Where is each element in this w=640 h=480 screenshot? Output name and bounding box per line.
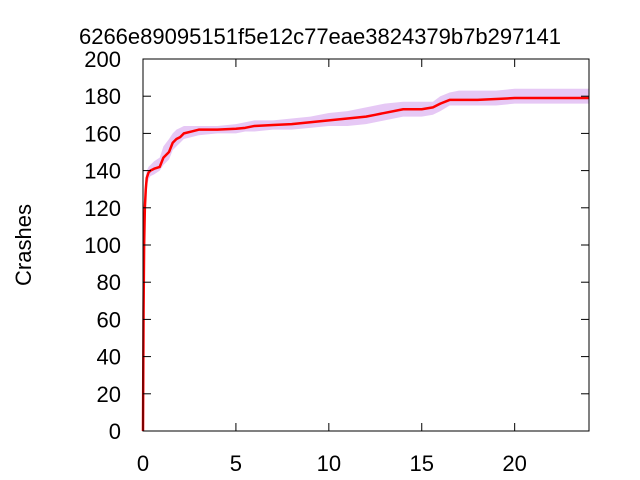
y-tick-label: 100 xyxy=(84,233,121,258)
series-line xyxy=(141,96,589,432)
y-tick-label: 200 xyxy=(84,47,121,72)
y-axis-label: Crashes xyxy=(11,204,36,286)
y-tick-label: 20 xyxy=(97,382,121,407)
y-tick-label: 0 xyxy=(109,419,121,444)
x-tick-label: 5 xyxy=(230,451,242,476)
y-tick-label: 160 xyxy=(84,121,121,146)
y-tick-label: 140 xyxy=(84,159,121,184)
y-tick-label: 40 xyxy=(97,345,121,370)
y-tick-label: 80 xyxy=(97,270,121,295)
y-tick-label: 180 xyxy=(84,84,121,109)
ticks-layer: 0 20 40 60 80 100 120 140 160 180 200 0 5 10 15 20 xyxy=(84,47,589,476)
series-line-layer xyxy=(141,96,589,432)
confidence-band xyxy=(143,88,589,431)
confidence-band-layer xyxy=(143,88,589,431)
y-tick-label: 120 xyxy=(84,196,121,221)
x-tick-label: 0 xyxy=(137,451,149,476)
x-tick-label: 10 xyxy=(317,451,341,476)
x-tick-label: 20 xyxy=(502,451,526,476)
chart-title: 6266e89095151f5e12c77eae3824379b7b297141 xyxy=(79,24,561,49)
x-tick-label: 15 xyxy=(410,451,434,476)
y-tick-label: 60 xyxy=(97,307,121,332)
